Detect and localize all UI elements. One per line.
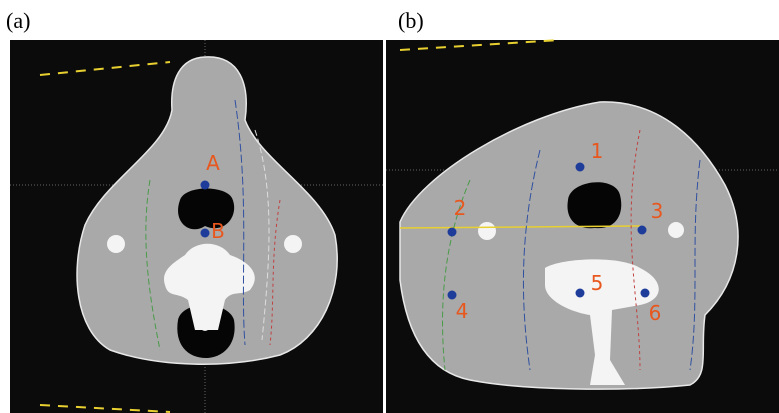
marker-label: 5	[591, 271, 604, 295]
point-marker	[576, 163, 585, 172]
marker-label: 1	[591, 139, 604, 163]
figure: (a) A B (b) 1 2 3 4 5 6	[0, 0, 779, 413]
point-marker	[201, 229, 210, 238]
marker-label: 4	[456, 299, 469, 323]
marker-label: 2	[454, 196, 467, 220]
point-marker	[638, 226, 647, 235]
panel-label: (b)	[398, 8, 424, 33]
marker-label: 6	[649, 301, 662, 325]
point-marker	[576, 289, 585, 298]
marker-label: B	[211, 219, 225, 243]
marker-label: A	[206, 151, 220, 175]
point-marker	[201, 181, 210, 190]
point-marker	[641, 289, 650, 298]
panel-label: (a)	[6, 8, 30, 33]
point-marker	[448, 228, 457, 237]
marker-label: 3	[651, 199, 664, 223]
